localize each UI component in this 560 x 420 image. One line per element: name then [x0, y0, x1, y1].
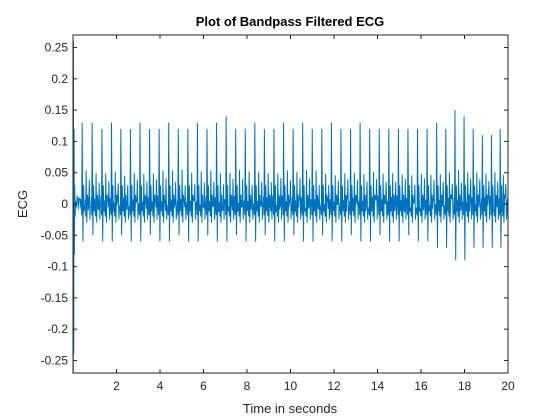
x-tick-label: 10 [284, 379, 298, 393]
chart-title: Plot of Bandpass Filtered ECG [196, 14, 385, 29]
y-tick-label: 0.1 [51, 134, 68, 148]
y-tick-label: 0.2 [51, 72, 68, 86]
x-axis-label: Time in seconds [243, 401, 338, 416]
x-axis-ticks: 2 4 6 8 10 12 14 16 18 20 [113, 35, 515, 393]
y-tick-label: 0.15 [45, 103, 69, 117]
x-tick-label: 20 [501, 379, 515, 393]
y-axis-ticks: 0.25 0.2 0.15 0.1 0.05 0 -0.05 -0.1 -0.15 -0.2 -0.… [41, 41, 508, 367]
y-axis-label: ECG [15, 190, 30, 218]
y-tick-label: -0.1 [47, 260, 68, 274]
y-tick-label: 0.25 [45, 41, 69, 55]
y-tick-label: 0 [61, 197, 68, 211]
x-tick-label: 16 [414, 379, 428, 393]
series-layer [72, 34, 509, 374]
ecg-series-line [72, 34, 509, 374]
x-tick-label: 12 [327, 379, 341, 393]
x-tick-label: 2 [113, 379, 120, 393]
y-tick-label: -0.05 [41, 228, 69, 242]
y-tick-label: -0.2 [47, 322, 68, 336]
x-tick-label: 8 [244, 379, 251, 393]
y-tick-label: -0.25 [41, 353, 69, 367]
x-tick-label: 14 [371, 379, 385, 393]
x-tick-label: 4 [157, 379, 164, 393]
x-tick-label: 18 [458, 379, 472, 393]
y-tick-label: -0.15 [41, 291, 69, 305]
y-tick-label: 0.05 [45, 166, 69, 180]
x-tick-label: 6 [200, 379, 207, 393]
